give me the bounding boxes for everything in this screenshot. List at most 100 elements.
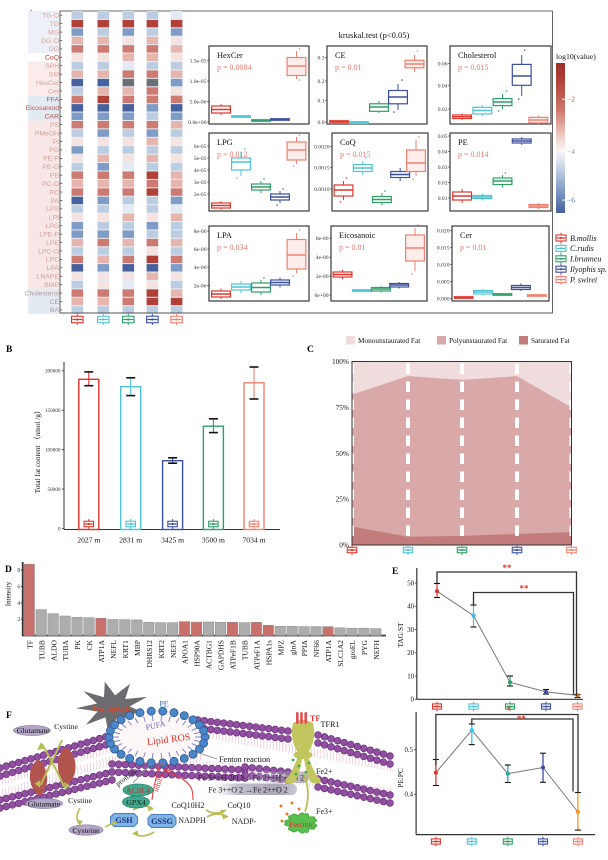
svg-text:**: **	[520, 584, 530, 594]
svg-text:1.0e-05: 1.0e-05	[190, 79, 207, 85]
svg-text:5.0e-06: 5.0e-06	[190, 100, 207, 106]
svg-text:PI: PI	[53, 139, 60, 146]
svg-text:Glutamate: Glutamate	[28, 800, 61, 809]
svg-text:NEFL: NEFL	[109, 640, 118, 659]
svg-text:6e-06: 6e-06	[316, 236, 329, 242]
svg-text:2027 m: 2027 m	[77, 536, 100, 545]
svg-text:PE-P: PE-P	[43, 156, 59, 163]
svg-text:LPA: LPA	[47, 265, 60, 272]
svg-text:glnA: glnA	[288, 640, 297, 656]
svg-text:Ferroptosis: Ferroptosis	[93, 704, 131, 713]
svg-text:SLC1A2: SLC1A2	[336, 640, 345, 667]
svg-text:p = 0.015: p = 0.015	[340, 150, 371, 159]
svg-text:E: E	[392, 567, 398, 577]
svg-text:ACSL4: ACSL4	[126, 786, 150, 795]
svg-text:Fe 3++O 2 →Fe 2++O 2: Fe 3++O 2 →Fe 2++O 2	[208, 786, 288, 795]
svg-text:150000: 150000	[45, 408, 61, 414]
svg-text:KRT2: KRT2	[157, 640, 166, 659]
svg-text:ALDO: ALDO	[49, 640, 58, 661]
svg-text:100%: 100%	[332, 357, 349, 366]
svg-text:NF66: NF66	[312, 640, 321, 657]
svg-text:PUFA: PUFA	[145, 719, 167, 732]
svg-text:0e+00: 0e+00	[314, 293, 328, 299]
svg-text:2e-06: 2e-06	[194, 284, 207, 290]
svg-text:TG: TG	[50, 21, 59, 28]
svg-text:APOA1: APOA1	[181, 640, 190, 664]
svg-text:PA: PA	[50, 198, 59, 205]
svg-text:NADP-: NADP-	[232, 817, 257, 826]
svg-text:LPA: LPA	[217, 231, 232, 240]
svg-text:Monounstaurated Fat: Monounstaurated Fat	[358, 336, 420, 345]
svg-text:0.1: 0.1	[318, 99, 325, 105]
svg-text:NEF3: NEF3	[169, 640, 178, 658]
svg-text:3e-05: 3e-05	[194, 180, 207, 186]
svg-text:LPI: LPI	[49, 215, 59, 222]
svg-text:HSPA1s: HSPA1s	[264, 640, 273, 665]
svg-text:NADPH: NADPH	[178, 816, 206, 825]
svg-text:TF: TF	[25, 640, 34, 649]
svg-text:0.4: 0.4	[405, 791, 414, 798]
svg-text:CE: CE	[335, 51, 346, 60]
svg-text:0.0: 0.0	[318, 120, 325, 126]
svg-text:I.brunneu: I.brunneu	[569, 255, 601, 264]
svg-text:Cholesterol: Cholesterol	[25, 290, 60, 297]
svg-text:Cer: Cer	[48, 88, 60, 95]
svg-text:Eicosanoic: Eicosanoic	[339, 231, 376, 240]
svg-text:Intensity: Intensity	[5, 581, 13, 606]
svg-text:PYG: PYG	[360, 640, 369, 656]
svg-text:0.03: 0.03	[438, 165, 448, 171]
svg-text:30: 30	[407, 627, 414, 634]
svg-text:0: 0	[411, 697, 415, 704]
svg-text:50: 50	[407, 580, 414, 587]
svg-text:0.01: 0.01	[438, 196, 448, 202]
svg-text:3425 m: 3425 m	[161, 536, 184, 545]
svg-text:0%: 0%	[339, 541, 349, 550]
svg-text:LPG: LPG	[217, 138, 233, 147]
svg-text:F: F	[6, 711, 12, 721]
svg-text:LPG: LPG	[45, 223, 59, 230]
svg-text:LPC-O: LPC-O	[38, 248, 59, 255]
svg-text:SM: SM	[49, 71, 60, 78]
svg-text:75%: 75%	[336, 403, 349, 412]
svg-text:p = 0.014: p = 0.014	[458, 150, 489, 159]
svg-text:Ilyophis sp.: Ilyophis sp.	[569, 265, 607, 274]
svg-text:LPE: LPE	[46, 240, 59, 247]
svg-text:CoQ: CoQ	[45, 55, 59, 62]
svg-text:ATPeF1B: ATPeF1B	[229, 640, 238, 670]
svg-text:8e-06: 8e-06	[194, 229, 207, 235]
svg-text:Lipid ROS: Lipid ROS	[146, 732, 191, 748]
svg-text:TUBA: TUBA	[61, 640, 70, 661]
svg-text:CoQ10: CoQ10	[227, 801, 250, 810]
svg-text:p = 0.012: p = 0.012	[217, 150, 248, 159]
svg-text:0.015: 0.015	[437, 246, 450, 252]
svg-text:PMeOH: PMeOH	[35, 130, 59, 137]
svg-text:200000: 200000	[45, 369, 61, 375]
svg-text:p = 0.01: p = 0.01	[339, 243, 366, 252]
svg-text:0.3: 0.3	[318, 56, 325, 62]
svg-text:**: **	[517, 714, 527, 724]
svg-text:7034 m: 7034 m	[243, 536, 266, 545]
svg-text:0: 0	[58, 526, 61, 532]
svg-text:ACTBG1: ACTBG1	[205, 640, 214, 669]
svg-text:TUBB: TUBB	[37, 640, 46, 660]
svg-text:0.04: 0.04	[438, 150, 448, 156]
svg-text:100000: 100000	[45, 447, 61, 453]
svg-text:0.06: 0.06	[438, 62, 448, 68]
svg-text:Eicosanoid: Eicosanoid	[26, 105, 59, 112]
svg-text:−4: −4	[567, 147, 575, 156]
svg-text:Glutamate: Glutamate	[17, 726, 50, 735]
svg-text:DG: DG	[49, 46, 59, 53]
svg-text:groEL: groEL	[348, 640, 357, 660]
svg-text:4e-05: 4e-05	[194, 168, 207, 174]
svg-text:Cysteine: Cysteine	[72, 826, 100, 835]
svg-text:2831 m: 2831 m	[119, 536, 142, 545]
svg-text:C: C	[307, 345, 314, 355]
svg-text:HexCer: HexCer	[217, 51, 243, 60]
svg-text:MG: MG	[48, 29, 59, 36]
svg-text:CoQ: CoQ	[340, 138, 356, 147]
svg-text:HexCer: HexCer	[36, 80, 60, 87]
svg-text:6e-05: 6e-05	[194, 144, 207, 150]
svg-text:PG: PG	[49, 147, 59, 154]
svg-text:TFR1: TFR1	[320, 720, 339, 729]
svg-text:KRT1: KRT1	[121, 640, 130, 659]
